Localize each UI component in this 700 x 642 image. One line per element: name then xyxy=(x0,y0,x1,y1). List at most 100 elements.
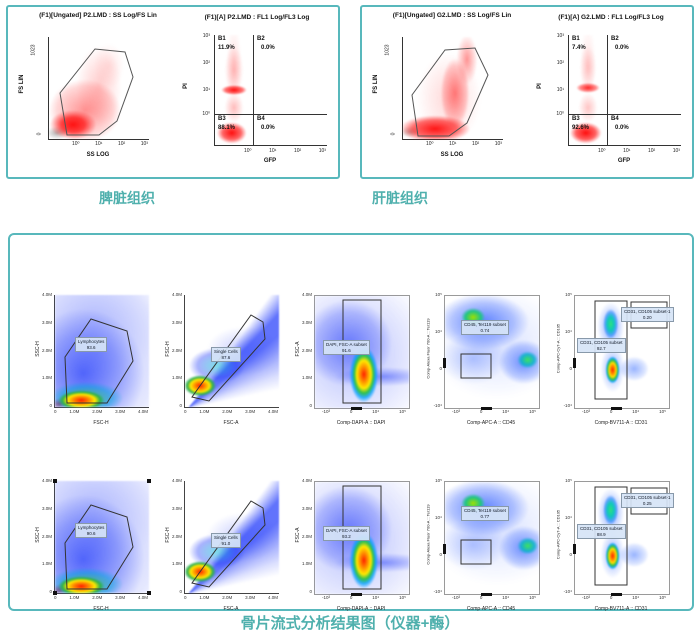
quadrant-horizontal-line[interactable] xyxy=(215,114,327,115)
polygon-gate[interactable] xyxy=(49,37,149,139)
polygon-gate[interactable] xyxy=(185,295,279,407)
polygon-gate[interactable] xyxy=(403,37,503,139)
spleen-caption: 脾脏组织 xyxy=(99,190,155,206)
gate-label[interactable]: CD31, CD105 subset 88.9 xyxy=(577,524,626,540)
x-axis-label: SS LOG xyxy=(440,152,464,158)
quadrant-value: 88.1% xyxy=(218,125,236,131)
flow-density-plot: SSC-H 4.0M 3.0M 2.0M 1.0M 0 Lymphocytes 90.6 … xyxy=(24,437,154,623)
x-axis-ticks: 0 1.0M 2.0M 3.0M 4.0M xyxy=(184,409,278,414)
y-axis-ticks: 10³ 10² 10¹ 10⁰ xyxy=(202,33,210,117)
quadrant-name: B1 xyxy=(572,36,580,42)
red-scatter-cloud xyxy=(49,37,149,139)
quadrant-name: B2 xyxy=(257,36,265,42)
plot-title: (F1)[A] G2.LMD : FL1 Log/FL3 Log xyxy=(558,14,664,21)
y-axis-label: PI xyxy=(537,83,543,89)
gate-label[interactable]: CD31, CD105 subset 92.7 xyxy=(577,338,626,354)
y-axis-ticks: 4.0M 3.0M 2.0M 1.0M 0 xyxy=(171,478,182,594)
quadrant-value: 7.4% xyxy=(572,45,586,51)
quadrant-name: B3 xyxy=(218,116,226,122)
plot-area: CD31, CD105 subset-1 0.20 CD31, CD105 sub… xyxy=(573,295,674,410)
gate-label[interactable]: Lymphocytes 90.6 xyxy=(75,523,108,539)
liver-panel: (F1)[Ungated] G2.LMD : SS Log/FS Lin (F1… xyxy=(360,5,694,179)
quadrant-name: B2 xyxy=(611,36,619,42)
y-axis-ticks: 4.0M 3.0M 2.0M 1.0M 0 xyxy=(41,478,52,594)
x-axis-label: Comp-DAPI-A :: DAPI xyxy=(336,606,386,612)
gate-handle[interactable] xyxy=(53,591,57,595)
rectangle-gate[interactable] xyxy=(445,482,539,594)
x-axis-label: FSC-A xyxy=(223,420,239,426)
quadrant-value: 11.9% xyxy=(218,45,235,51)
axis-zero-marker xyxy=(351,407,362,410)
x-axis-label: FSC-H xyxy=(93,606,109,612)
gate-label[interactable]: CD45, Ter119 subset 0.77 xyxy=(461,506,509,522)
bone-flow-panel: SSC-H 4.0M 3.0M 2.0M 1.0M 0 Lymphocytes 93.6 … xyxy=(8,233,694,612)
y-axis-ticks: 10⁵ 10⁴ 0 -10⁴ xyxy=(563,292,572,408)
scatter-plot-area xyxy=(48,37,149,140)
x-axis-ticks: 10⁰ 10¹ 10² 10³ xyxy=(598,148,680,154)
y-tick: 1023 xyxy=(384,44,391,56)
gate-label[interactable]: CD45, Ter119 subset 0.74 xyxy=(461,320,509,336)
rectangle-gate[interactable] xyxy=(445,296,539,408)
quadrant-vertical-line[interactable] xyxy=(253,35,254,145)
bottom-caption: 骨片流式分析结果图（仪器+酶） xyxy=(240,615,460,632)
x-axis-label: GFP xyxy=(617,158,631,164)
axis-zero-marker xyxy=(611,407,622,410)
x-axis-ticks: 10⁰ 10¹ 10² 10³ xyxy=(72,141,148,147)
y-axis-ticks: 4.0M 3.0M 2.0M 1.0M 0 xyxy=(301,292,312,408)
x-axis-ticks: -10³ 0 10⁴ 10⁵ xyxy=(322,409,406,414)
plot-title: (F1)[Ungated] G2.LMD : SS Log/FS Lin xyxy=(392,12,512,19)
density-cloud xyxy=(445,296,539,408)
quadrant-vertical-line[interactable] xyxy=(607,35,608,145)
y-tick: 1023 xyxy=(30,44,37,56)
x-axis-ticks: -10³ 0 10⁴ 10⁵ xyxy=(582,409,666,414)
gate-label[interactable]: Single Cells 91.0 xyxy=(211,533,241,549)
gate-handle[interactable] xyxy=(147,479,151,483)
gate-label[interactable]: Lymphocytes 93.6 xyxy=(75,337,108,353)
axis-zero-marker xyxy=(573,358,576,368)
polygon-gate[interactable] xyxy=(185,481,279,593)
quadrant-horizontal-line[interactable] xyxy=(569,114,681,115)
plot-area: Lymphocytes 90.6 xyxy=(53,479,151,595)
gate-label[interactable]: Single Cells 87.6 xyxy=(211,347,241,363)
quadrant-value: 0.0% xyxy=(615,125,629,131)
gate-label[interactable]: CD31, CD105 subset-1 0.25 xyxy=(621,493,674,509)
plot-area: Single Cells 87.6 xyxy=(184,295,279,408)
quadrant-value: 92.6% xyxy=(572,125,590,131)
flow-density-plot: FSC-H 4.0M 3.0M 2.0M 1.0M 0 Single Cells 87.6… xyxy=(154,251,284,437)
quadrant-name: B4 xyxy=(611,116,619,122)
x-axis-label: Comp-DAPI-A :: DAPI xyxy=(336,420,386,426)
y-axis-label: FS LIN xyxy=(373,74,379,94)
red-scatter-cloud xyxy=(215,35,327,145)
axis-zero-marker xyxy=(481,593,492,596)
gate-label[interactable]: CD31, CD105 subset-1 0.20 xyxy=(621,307,674,323)
quadrant-value: 0.0% xyxy=(261,45,275,51)
quadrant-value: 0.0% xyxy=(615,45,629,51)
gate-label[interactable]: DAPI, FSC-A subset 91.6 xyxy=(323,340,370,356)
polygon-gate[interactable] xyxy=(55,295,149,407)
plot-area: Lymphocytes 93.6 xyxy=(54,295,149,408)
gate-handle[interactable] xyxy=(147,591,151,595)
liver-caption: 肝脏组织 xyxy=(372,190,428,206)
polygon-gate[interactable] xyxy=(55,481,149,593)
red-scatter-cloud xyxy=(403,37,503,139)
x-axis-ticks: 0 1.0M 2.0M 3.0M 4.0M xyxy=(54,595,148,600)
x-axis-label: FSC-A xyxy=(223,606,239,612)
axis-zero-marker xyxy=(443,358,446,368)
x-axis-ticks: -10³ 0 10⁴ 10⁵ xyxy=(452,409,536,414)
x-axis-ticks: 10⁰ 10¹ 10² 10³ xyxy=(244,148,326,154)
red-scatter-cloud xyxy=(569,35,681,145)
plot-area: CD31, CD105 subset-1 0.25 CD31, CD105 sub… xyxy=(573,481,674,596)
x-axis-ticks: 10⁰ 10¹ 10² 10³ xyxy=(426,141,502,147)
quadrant-name: B3 xyxy=(572,116,580,122)
density-cloud xyxy=(445,482,539,594)
quadrant-plot-area: B1 7.4% B2 0.0% B3 92.6% B4 0.0% xyxy=(568,35,681,146)
plot-title: (F1)[A] P2.LMD : FL1 Log/FL3 Log xyxy=(204,14,310,21)
gate-label[interactable]: DAPI, FSC-A subset 93.2 xyxy=(323,526,370,542)
quadrant-name: B4 xyxy=(257,116,265,122)
y-axis-label: PI xyxy=(183,83,189,89)
quadrant-value: 0.0% xyxy=(261,125,275,131)
plot-area: DAPI, FSC-A subset 93.2 xyxy=(314,481,410,596)
gate-handle[interactable] xyxy=(53,479,57,483)
quadrant-name: B1 xyxy=(218,36,226,42)
